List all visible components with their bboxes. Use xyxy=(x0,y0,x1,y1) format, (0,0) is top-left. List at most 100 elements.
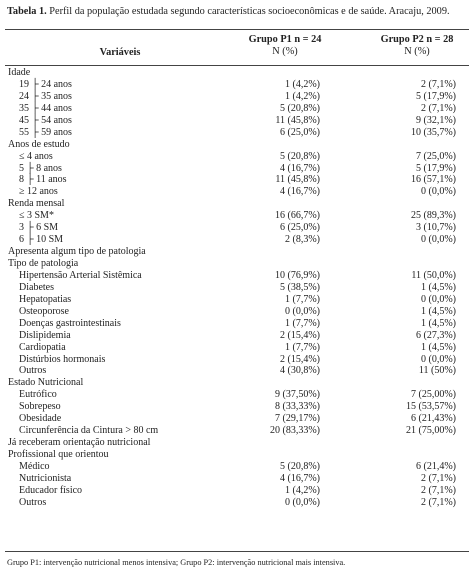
group1-cell: 11 (45,8%) xyxy=(275,174,320,186)
header-group2: Grupo P2 n = 28 xyxy=(380,34,454,45)
variable-label: 3 ├ 6 SM xyxy=(19,222,59,234)
group2-cell: 0 (0,0%) xyxy=(421,293,456,305)
group2-cell: 2 (7,1%) xyxy=(421,484,456,496)
table-row: Obesidade 7 (29,17%) 6 (21,43%) xyxy=(0,413,474,425)
group2-cell: 2 (7,1%) xyxy=(421,496,456,508)
group2-cell: 11 (50,0%) xyxy=(411,269,456,281)
variable-label: Educador físico xyxy=(19,484,83,496)
header-group1: Grupo P1 n = 24 xyxy=(248,34,322,45)
table-row: Médico 5 (20,8%) 6 (21,4%) xyxy=(0,461,474,473)
group2-cell: 3 (10,7%) xyxy=(416,222,456,234)
section-label: Renda mensal xyxy=(8,198,65,210)
group2-cell: 2 (7,1%) xyxy=(421,472,456,484)
caption-text: Perfil da população estudada segundo car… xyxy=(49,6,450,17)
caption: Tabela 1. Perfil da população estudada s… xyxy=(7,6,450,17)
section-label: Profissional que orientou xyxy=(8,449,109,460)
variable-label: 6 ├ 10 SM xyxy=(19,234,64,246)
group1-cell: 5 (20,8%) xyxy=(280,150,320,162)
variable-label: Médico xyxy=(19,460,50,472)
group1-cell: 8 (33,33%) xyxy=(275,401,320,413)
table-row: Distúrbios hormonais 2 (15,4%) 0 (0,0%) xyxy=(0,354,474,366)
variable-label: 5 ├ 8 anos xyxy=(19,162,62,174)
table-row: Hepatopatias 1 (7,7%) 0 (0,0%) xyxy=(0,294,474,306)
bottom-rule xyxy=(5,551,469,552)
group1-cell: 1 (4,2%) xyxy=(285,90,320,102)
variable-label: 55 ├ 59 anos xyxy=(19,126,72,138)
variable-label: ≥ 12 anos xyxy=(19,186,58,198)
group1-cell: 20 (83,33%) xyxy=(270,425,320,437)
variable-label: Outros xyxy=(19,496,47,508)
group1-cell: 7 (29,17%) xyxy=(275,413,320,425)
variable-label: 35 ├ 44 anos xyxy=(19,102,72,114)
group1-cell: 5 (38,5%) xyxy=(280,281,320,293)
group1-cell: 10 (76,9%) xyxy=(275,269,320,281)
group1-cell: 0 (0,0%) xyxy=(285,305,320,317)
table-row: Apresenta algum tipo de patologia xyxy=(0,246,474,258)
variable-label: Obesidade xyxy=(19,413,62,425)
group1-cell: 0 (0,0%) xyxy=(285,496,320,508)
group1-cell: 1 (7,7%) xyxy=(285,341,320,353)
group2-cell: 2 (7,1%) xyxy=(421,78,456,90)
group2-cell: 1 (4,5%) xyxy=(421,317,456,329)
group2-cell: 15 (53,57%) xyxy=(406,401,456,413)
header-group1-unit: N (%) xyxy=(272,46,298,57)
group1-cell: 1 (7,7%) xyxy=(285,293,320,305)
variable-label: Eutrófico xyxy=(19,389,57,401)
variable-label: Dislipidemia xyxy=(19,329,71,341)
group1-cell: 4 (30,8%) xyxy=(280,365,320,377)
variable-label: Nutricionista xyxy=(19,472,72,484)
table-row: Cardiopatia 1 (7,7%) 1 (4,5%) xyxy=(0,342,474,354)
group2-cell: 7 (25,0%) xyxy=(416,150,456,162)
group2-cell: 6 (21,43%) xyxy=(411,413,456,425)
group1-cell: 16 (66,7%) xyxy=(275,210,320,222)
group2-cell: 10 (35,7%) xyxy=(411,126,456,138)
variable-label: 19 ├ 24 anos xyxy=(19,78,72,90)
variable-label: 24 ├ 35 anos xyxy=(19,90,72,102)
table-row: Renda mensal xyxy=(0,198,474,210)
table-row: Outros 4 (30,8%) 11 (50%) xyxy=(0,365,474,377)
header-group2-unit: N (%) xyxy=(404,46,430,57)
table-row: Educador físico 1 (4,2%) 2 (7,1%) xyxy=(0,485,474,497)
group1-cell: 2 (8,3%) xyxy=(285,234,320,246)
group2-cell: 2 (7,1%) xyxy=(421,102,456,114)
group2-cell: 1 (4,5%) xyxy=(421,281,456,293)
variable-label: Hipertensão Arterial Sistêmica xyxy=(19,269,142,281)
variable-label: ≤ 4 anos xyxy=(19,150,53,162)
table-row: Nutricionista 4 (16,7%) 2 (7,1%) xyxy=(0,473,474,485)
table-row: 35 ├ 44 anos 5 (20,8%) 2 (7,1%) xyxy=(0,103,474,115)
group1-cell: 1 (7,7%) xyxy=(285,317,320,329)
group2-cell: 0 (0,0%) xyxy=(421,234,456,246)
table-body: Idade 19 ├ 24 anos 1 (4,2%) 2 (7,1%) 24 ├ 35… xyxy=(0,67,474,509)
group2-cell: 5 (17,9%) xyxy=(416,162,456,174)
group1-cell: 6 (25,0%) xyxy=(280,222,320,234)
header-rule xyxy=(5,65,469,66)
group2-cell: 16 (57,1%) xyxy=(411,174,456,186)
group2-cell: 1 (4,5%) xyxy=(421,341,456,353)
group1-cell: 5 (20,8%) xyxy=(280,460,320,472)
table-row: Dislipidemia 2 (15,4%) 6 (27,3%) xyxy=(0,330,474,342)
table-row: Osteoporose 0 (0,0%) 1 (4,5%) xyxy=(0,306,474,318)
table-row: Já receberam orientação nutricional xyxy=(0,437,474,449)
variable-label: Diabetes xyxy=(19,281,54,293)
table-row: Eutrófico 9 (37,50%) 7 (25,00%) xyxy=(0,389,474,401)
table-row: ≤ 4 anos 5 (20,8%) 7 (25,0%) xyxy=(0,151,474,163)
variable-label: Doenças gastrointestinais xyxy=(19,317,121,329)
group2-cell: 6 (21,4%) xyxy=(416,460,456,472)
table-row: 55 ├ 59 anos 6 (25,0%) 10 (35,7%) xyxy=(0,127,474,139)
group1-cell: 4 (16,7%) xyxy=(280,472,320,484)
group2-cell: 0 (0,0%) xyxy=(421,186,456,198)
section-label: Idade xyxy=(8,67,31,78)
group2-cell: 25 (89,3%) xyxy=(411,210,456,222)
table-row: Anos de estudo xyxy=(0,139,474,151)
table-row: Idade xyxy=(0,67,474,79)
group2-cell: 9 (32,1%) xyxy=(416,114,456,126)
variable-label: Cardiopatia xyxy=(19,341,66,353)
table-row: ≤ 3 SM* 16 (66,7%) 25 (89,3%) xyxy=(0,210,474,222)
top-rule xyxy=(5,29,469,30)
table-row: 6 ├ 10 SM 2 (8,3%) 0 (0,0%) xyxy=(0,234,474,246)
section-label: Estado Nutricional xyxy=(8,377,84,389)
section-label: Apresenta algum tipo de patologia xyxy=(8,246,146,258)
variable-label: Circunferência da Cintura > 80 cm xyxy=(19,425,159,437)
group1-cell: 2 (15,4%) xyxy=(280,329,320,341)
